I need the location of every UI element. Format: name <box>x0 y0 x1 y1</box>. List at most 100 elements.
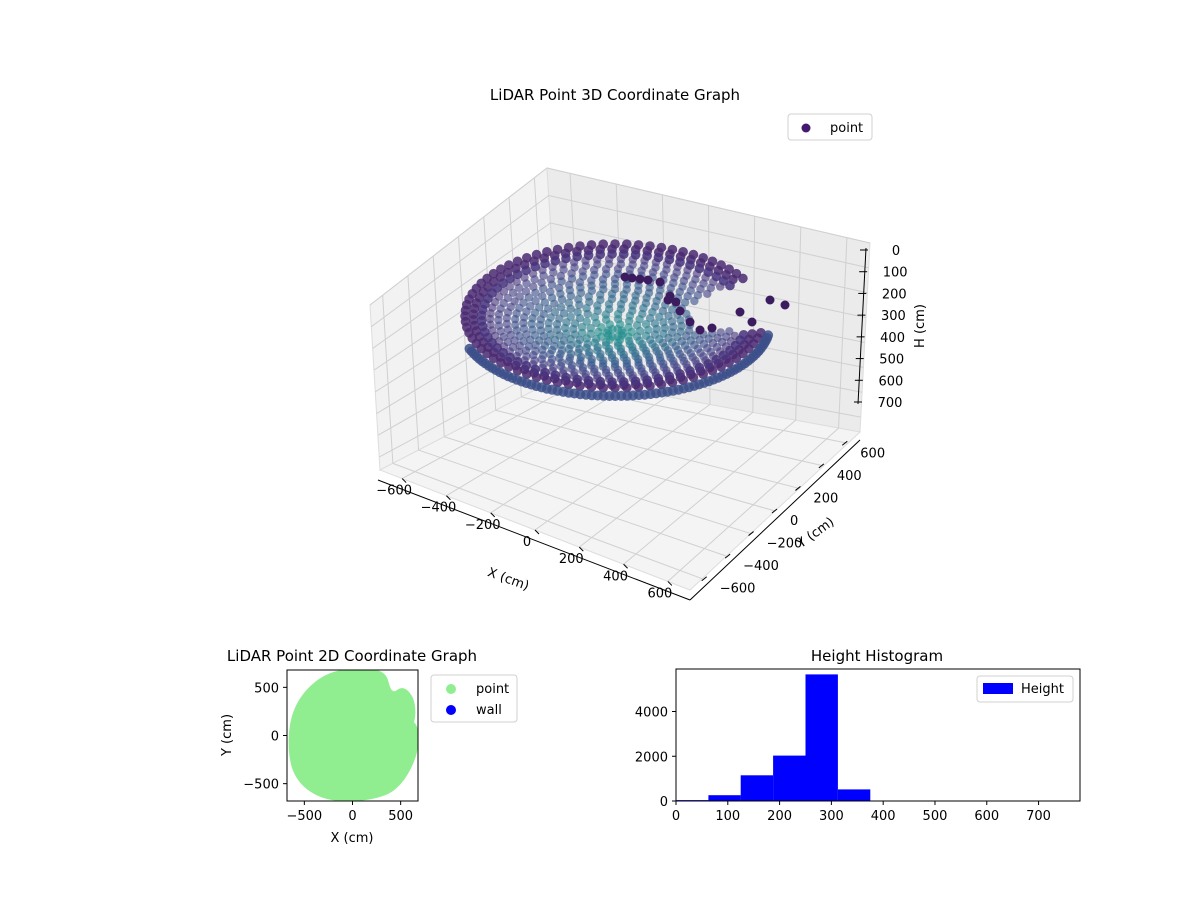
cloud-point <box>547 280 557 289</box>
legend-hist-box <box>976 675 1074 703</box>
cloud-point <box>521 265 531 276</box>
tick-y-3d <box>724 553 731 559</box>
cloud-point <box>544 304 553 313</box>
tick-label-z-3d: 0 <box>892 244 900 259</box>
tick-x-3d <box>667 581 673 586</box>
ticks-2d: −500 0 500 500 0 −500 <box>243 681 413 824</box>
ticks-3d: −600 −600 −400 −400 −200 −200 0 0 200 200 400 400 60… <box>376 244 907 601</box>
grid-x-floor <box>578 411 754 548</box>
grid-z-left <box>374 277 555 393</box>
plot-hist: Height Histogram 0 100 200 300 400 500 600 7000… <box>635 647 1081 824</box>
cloud-point <box>531 288 540 298</box>
tick-x-3d <box>534 529 540 535</box>
title-3d: LiDAR Point 3D Coordinate Graph <box>490 86 740 104</box>
tick-label-x-hist: 0 <box>672 809 680 824</box>
legend-3d-label: point <box>830 121 863 136</box>
cloud-point <box>586 329 595 339</box>
cloud-point <box>671 297 681 307</box>
cloud-point <box>499 287 509 296</box>
cloud-point <box>575 300 584 310</box>
cloud-point <box>663 295 673 305</box>
cloud-point <box>655 277 665 287</box>
tick-x-3d <box>401 478 407 483</box>
grid-y-left <box>382 295 394 464</box>
grid-x-back <box>752 216 756 413</box>
legend-3d: point <box>787 113 873 141</box>
tick-y-3d <box>748 531 754 536</box>
tick-label-y-hist: 2000 <box>635 750 668 765</box>
cloud-point <box>512 269 523 280</box>
axis-z-3d <box>857 247 867 405</box>
cloud-point <box>676 316 685 325</box>
legend-2d-marker-point <box>446 684 456 694</box>
tick-label-z-3d: 100 <box>883 266 908 281</box>
cloud-point <box>508 288 518 297</box>
cloud-point <box>530 275 539 284</box>
cloud-point <box>505 352 515 363</box>
cloud-point <box>540 298 550 307</box>
xlabel-3d: X (cm) <box>485 565 531 594</box>
grid-x-back <box>795 226 802 421</box>
tick-label-y-3d: −600 <box>720 582 756 597</box>
tick-label-z-3d: 300 <box>881 309 906 324</box>
cloud-point <box>544 324 553 334</box>
cloud-point <box>675 306 685 316</box>
tick-label-y-2d: 500 <box>254 681 279 696</box>
grid-x-floor <box>667 427 839 582</box>
cloud-point <box>559 309 569 318</box>
cloud-point <box>641 331 651 340</box>
cloud-point <box>508 343 518 352</box>
cloud-point <box>659 318 668 327</box>
tick-y-3d <box>771 508 778 514</box>
cloud-point <box>765 295 775 305</box>
tick-label-y-3d: 200 <box>813 491 838 506</box>
tick-label-x-hist: 700 <box>1026 809 1051 824</box>
cloud-point <box>535 303 544 312</box>
tick-y-3d <box>841 440 848 446</box>
legend-2d-marker-wall <box>446 705 456 715</box>
cloud-point <box>625 316 634 326</box>
zlabel-3d: H (cm) <box>913 304 928 348</box>
grid-y-left <box>407 275 420 451</box>
grid-y-left <box>432 256 445 437</box>
tick-label-z-3d: 700 <box>878 396 903 411</box>
cloud-point <box>703 289 712 298</box>
cloud-point <box>695 325 705 335</box>
cloud-point <box>635 274 645 284</box>
cloud-point <box>557 277 566 286</box>
grid-x-floor <box>623 419 797 565</box>
tick-x-3d <box>446 495 451 501</box>
legend-hist-swatch <box>983 683 1013 694</box>
tick-label-x-2d: 500 <box>388 809 413 824</box>
cloud-point <box>680 298 690 307</box>
tick-y-3d <box>701 576 708 582</box>
tick-label-y-hist: 4000 <box>635 706 668 721</box>
tick-label-y-3d: 600 <box>860 446 885 461</box>
cloud-point <box>738 273 748 284</box>
tick-label-x-hist: 200 <box>767 809 792 824</box>
cloud-point <box>539 271 548 280</box>
tick-label-x-3d: −600 <box>376 484 412 499</box>
tick-x-3d <box>490 512 496 518</box>
cloud-point <box>550 299 559 308</box>
tick-label-x-hist: 400 <box>871 809 896 824</box>
cloud-point <box>735 307 745 317</box>
cloud-point <box>502 319 511 329</box>
grid-x-back <box>838 237 848 429</box>
axes-hist-frame <box>675 668 1081 802</box>
tick-x-3d <box>623 563 628 569</box>
grid-y-floor <box>521 396 824 467</box>
cloud-point <box>578 328 587 338</box>
cloud-point <box>510 297 519 306</box>
cloud-point <box>690 296 699 306</box>
tick-y-3d <box>795 486 801 491</box>
legend-2d: point wall <box>430 674 518 723</box>
cloud-point <box>624 323 633 332</box>
cloud-point <box>668 305 677 314</box>
grid-z-back <box>550 222 868 294</box>
cloud-point <box>530 261 540 272</box>
tick-label-x-2d: 0 <box>348 809 356 824</box>
cloud-point <box>464 343 475 354</box>
tick-label-x-hist: 600 <box>974 809 999 824</box>
